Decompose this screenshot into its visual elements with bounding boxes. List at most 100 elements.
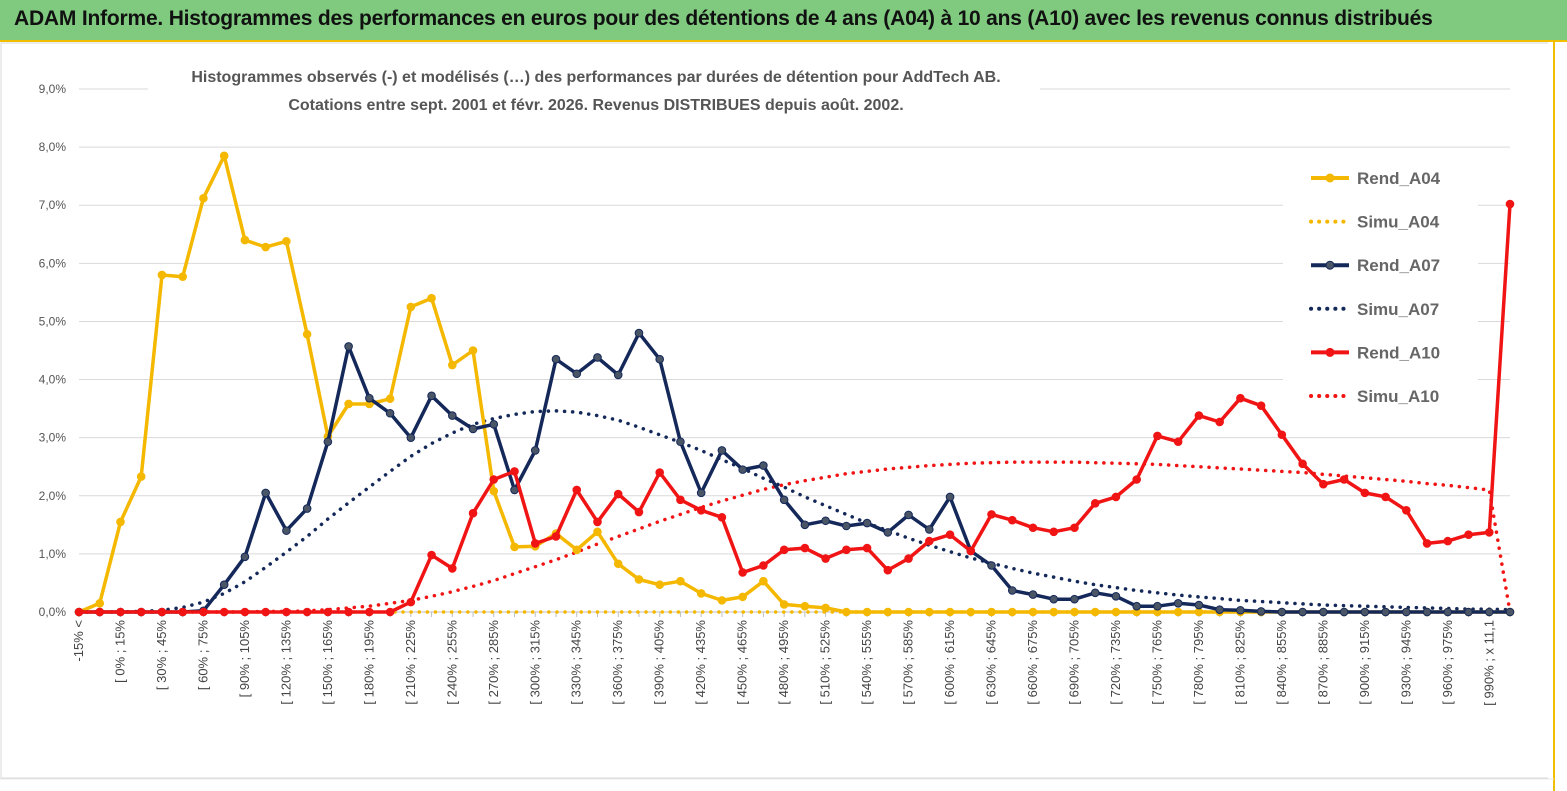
- data-point-rend-a04: [427, 293, 436, 303]
- x-axis-ticks: -15% < [ 0% ; 15% [ 30% ; 45% [ 60% ; 75% [ …: [71, 612, 1511, 706]
- data-point-rend-a07: [1194, 600, 1204, 610]
- data-point-rend-a10: [302, 607, 312, 617]
- data-point-rend-a07: [530, 446, 540, 455]
- legend-label: Rend_A10: [1357, 343, 1440, 362]
- data-point-rend-a07: [779, 495, 789, 505]
- data-point-rend-a07: [385, 408, 395, 418]
- data-point-rend-a04: [613, 559, 623, 569]
- data-point-rend-a10: [365, 607, 374, 617]
- x-tick-label: -15% <: [71, 620, 86, 662]
- data-point-rend-a10: [136, 607, 146, 617]
- data-point-rend-a10: [925, 536, 934, 546]
- legend-marker: [1325, 173, 1335, 183]
- data-point-rend-a07: [676, 437, 685, 447]
- data-point-rend-a10: [634, 507, 644, 517]
- data-point-rend-a07: [240, 552, 250, 562]
- data-point-rend-a04: [468, 346, 478, 355]
- y-tick-label: 0,0%: [39, 605, 67, 619]
- data-point-rend-a10: [1049, 527, 1059, 537]
- x-tick-label: [ 360% ; 375%: [610, 620, 625, 705]
- x-tick-label: [ 420% ; 435%: [693, 620, 708, 705]
- series-line-simu-a07: [77, 409, 1512, 614]
- x-tick-label: [ 840% ; 855%: [1274, 620, 1289, 705]
- data-point-rend-a04: [219, 151, 229, 161]
- data-point-rend-a10: [510, 467, 519, 476]
- data-point-rend-a07: [1484, 607, 1494, 617]
- data-point-rend-a07: [323, 437, 333, 447]
- data-point-rend-a07: [987, 561, 996, 570]
- data-point-rend-a10: [323, 607, 333, 617]
- x-tick-label: [ 990% ; x 11,1: [1481, 620, 1496, 706]
- x-tick-label: [ 240% ; 255%: [444, 620, 459, 705]
- x-tick-label: [ 810% ; 825%: [1232, 620, 1247, 705]
- x-tick-label: [ 930% ; 945%: [1398, 620, 1413, 705]
- data-point-rend-a10: [468, 508, 478, 518]
- data-point-rend-a07: [634, 328, 644, 338]
- data-point-rend-a04: [676, 576, 685, 586]
- x-tick-label: [ 210% ; 225%: [403, 620, 418, 705]
- x-tick-label: [ 180% ; 195%: [361, 620, 376, 705]
- data-point-rend-a04: [883, 607, 893, 617]
- data-point-rend-a07: [883, 528, 893, 537]
- data-point-rend-a04: [510, 542, 519, 552]
- data-point-rend-a04: [385, 394, 395, 404]
- data-point-rend-a07: [510, 485, 519, 495]
- x-tick-label: [ 30% ; 45%: [154, 620, 169, 691]
- data-point-rend-a10: [717, 512, 727, 522]
- data-point-rend-a10: [282, 607, 291, 617]
- x-tick-label: [ 960% ; 975%: [1440, 620, 1455, 705]
- data-point-rend-a10: [1256, 401, 1266, 411]
- y-tick-label: 4,0%: [39, 373, 67, 387]
- data-point-rend-a04: [738, 592, 747, 602]
- data-point-rend-a10: [1298, 459, 1307, 469]
- data-point-rend-a04: [178, 272, 187, 281]
- data-point-rend-a07: [1402, 607, 1411, 617]
- x-tick-label: [ 750% ; 765%: [1149, 620, 1164, 705]
- x-tick-label: [ 510% ; 525%: [818, 620, 833, 705]
- data-point-rend-a10: [1319, 479, 1328, 489]
- x-tick-label: [ 660% ; 675%: [1025, 620, 1040, 705]
- data-point-rend-a10: [1505, 199, 1515, 209]
- chart-title-box: [148, 61, 1040, 121]
- data-point-rend-a10: [1028, 523, 1038, 533]
- data-point-rend-a10: [551, 532, 561, 541]
- data-point-rend-a10: [406, 597, 416, 607]
- data-point-rend-a04: [1173, 607, 1183, 617]
- data-point-rend-a07: [1464, 607, 1473, 617]
- data-point-rend-a07: [1007, 586, 1017, 595]
- data-point-rend-a10: [261, 607, 270, 617]
- data-point-rend-a04: [240, 235, 250, 245]
- data-point-rend-a07: [1236, 605, 1245, 615]
- data-point-rend-a07: [1070, 594, 1079, 604]
- legend-item-simu-a04: Simu_A04: [1309, 213, 1440, 232]
- data-point-rend-a07: [261, 488, 270, 498]
- data-point-rend-a04: [157, 270, 167, 280]
- data-point-rend-a07: [759, 461, 768, 470]
- data-point-rend-a04: [821, 603, 830, 613]
- data-point-rend-a10: [842, 545, 851, 555]
- data-point-rend-a04: [1007, 607, 1017, 617]
- data-point-rend-a07: [593, 353, 602, 362]
- x-tick-label: [ 690% ; 705%: [1066, 620, 1081, 705]
- data-point-rend-a10: [904, 554, 913, 563]
- data-point-rend-a10: [655, 468, 664, 477]
- data-point-rend-a10: [116, 607, 125, 617]
- legend-item-simu-a10: Simu_A10: [1309, 387, 1439, 406]
- data-point-rend-a04: [199, 193, 208, 203]
- data-point-rend-a10: [199, 607, 208, 617]
- data-point-rend-a10: [572, 485, 582, 495]
- data-point-rend-a10: [738, 568, 747, 577]
- data-point-rend-a10: [800, 543, 810, 553]
- legend-marker: [1325, 260, 1335, 270]
- legend-box: [1283, 152, 1478, 422]
- x-tick-label: [ 270% ; 285%: [486, 620, 501, 705]
- x-tick-label: [ 0% ; 15%: [112, 620, 127, 683]
- series-rend-a10: [74, 199, 1515, 617]
- data-point-rend-a07: [1256, 607, 1266, 616]
- data-point-rend-a04: [406, 302, 416, 312]
- data-point-rend-a10: [530, 539, 540, 548]
- chart-title-line2: Cotations entre sept. 2001 et févr. 2026…: [288, 97, 903, 114]
- data-point-rend-a07: [448, 411, 457, 420]
- data-point-rend-a04: [344, 399, 353, 409]
- data-point-rend-a10: [1443, 536, 1453, 546]
